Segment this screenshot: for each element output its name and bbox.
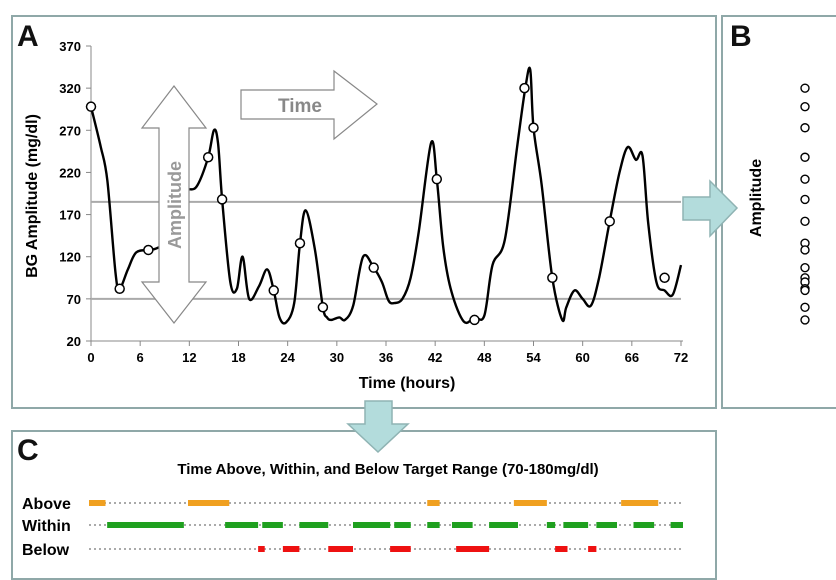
timeline-segment — [353, 522, 391, 528]
amplitude-point — [800, 123, 810, 133]
bg-data-point — [528, 122, 539, 134]
y-tick-label: 120 — [59, 250, 81, 265]
timeline-segment — [225, 522, 259, 528]
amplitude-point — [800, 262, 810, 273]
bg-data-point — [268, 285, 279, 296]
amplitude-point — [800, 101, 810, 112]
x-tick-label: 24 — [280, 350, 295, 365]
amplitude-point — [800, 285, 810, 296]
y-tick-label: 20 — [67, 334, 81, 349]
amplitude-point — [800, 174, 810, 184]
x-tick-label: 36 — [379, 350, 393, 365]
timeline-segment — [258, 546, 265, 552]
timeline-segment — [89, 500, 106, 506]
time-arrow — [240, 69, 378, 141]
bg-data-point — [431, 173, 443, 185]
panel-b-axis-title: Amplitude — [748, 159, 765, 237]
y-axis-title: BG Amplitude (mg/dl) — [24, 114, 41, 278]
amplitude-arrow-label: Amplitude — [165, 161, 185, 249]
bg-data-point — [469, 314, 480, 326]
timeline-segment — [513, 500, 547, 506]
bg-data-point — [85, 101, 97, 112]
panel-label-c: C — [17, 434, 39, 467]
timeline-segment — [188, 500, 230, 506]
timeline-segment — [489, 522, 518, 528]
amplitude-point — [800, 152, 810, 162]
panel-b — [721, 15, 836, 409]
y-tick-label: 320 — [59, 81, 81, 96]
amplitude-point — [800, 302, 810, 312]
timeline-segment — [328, 546, 353, 552]
bg-data-point — [519, 82, 530, 94]
panel-label-a: A — [17, 20, 39, 53]
y-tick-label: 170 — [59, 208, 81, 223]
bg-data-point — [216, 194, 228, 205]
x-tick-label: 42 — [428, 350, 442, 365]
timeline-segment — [555, 546, 568, 552]
bg-data-point — [317, 302, 329, 313]
x-tick-label: 66 — [625, 350, 639, 365]
amplitude-point — [800, 315, 810, 325]
timeline-segment — [596, 522, 617, 528]
amplitude-point — [800, 216, 810, 227]
panel-a — [11, 15, 717, 409]
amplitude-point — [800, 194, 810, 205]
panel-c — [11, 430, 717, 580]
timeline-segment — [621, 500, 659, 506]
x-tick-label: 60 — [575, 350, 589, 365]
bg-data-point — [659, 272, 670, 284]
x-tick-label: 0 — [87, 350, 94, 365]
x-axis-title: Time (hours) — [359, 375, 456, 392]
timeline-row-label: Below — [22, 542, 70, 559]
x-tick-label: 30 — [330, 350, 344, 365]
timeline-row-label: Above — [22, 496, 71, 513]
timeline-segment — [456, 546, 490, 552]
panel-label-b: B — [730, 20, 752, 53]
y-tick-label: 220 — [59, 165, 81, 180]
amplitude-point — [800, 83, 810, 93]
bg-data-point — [114, 283, 125, 294]
timeline-segment — [390, 546, 411, 552]
bg-data-point — [294, 237, 306, 249]
timeline-row-label: Within — [22, 518, 71, 535]
bg-data-point — [604, 216, 615, 227]
timeline-segment — [563, 522, 589, 528]
amplitude-arrow — [140, 85, 208, 324]
bg-data-point — [143, 244, 154, 256]
time-arrow-label: Time — [278, 96, 322, 117]
timeline-segment — [262, 522, 283, 528]
timeline-segment — [452, 522, 473, 528]
bg-chart: 20 70 120 170 220 270 320 370 0 6 12 18 24 30 36 42 48 5… — [24, 39, 688, 392]
y-tick-label: 70 — [67, 292, 81, 307]
timeline-segment — [427, 500, 440, 506]
timeline-segment — [107, 522, 184, 528]
bg-data-point — [547, 272, 558, 284]
x-tick-label: 6 — [137, 350, 144, 365]
timeline-segment — [299, 522, 329, 528]
figure-canvas: 20 70 120 170 220 270 320 370 0 6 12 18 24 30 36 42 48 5… — [22, 39, 810, 559]
amplitude-point — [800, 245, 810, 255]
timeline-segment — [282, 546, 300, 552]
x-tick-label: 48 — [477, 350, 491, 365]
timeline-segment — [633, 522, 655, 528]
arrow-a-to-b — [682, 179, 739, 238]
timeline-segment — [670, 522, 683, 528]
x-tick-label: 54 — [526, 350, 541, 365]
target-range-timeline: Time Above, Within, and Below Target Ran… — [22, 461, 683, 559]
x-tick-label: 12 — [182, 350, 196, 365]
bg-data-point — [202, 152, 214, 163]
y-tick-label: 370 — [59, 39, 81, 54]
amplitude-scatter: Amplitude — [748, 83, 810, 325]
timeline-segment — [546, 522, 556, 528]
y-tick-label: 270 — [59, 123, 81, 138]
timeline-title: Time Above, Within, and Below Target Ran… — [177, 461, 598, 478]
timeline-segment — [588, 546, 597, 552]
bg-data-point — [368, 262, 379, 273]
x-tick-label: 18 — [231, 350, 245, 365]
arrow-a-to-c — [346, 400, 410, 454]
timeline-segment — [427, 522, 440, 528]
x-tick-label: 72 — [674, 350, 688, 365]
timeline-segment — [394, 522, 411, 528]
